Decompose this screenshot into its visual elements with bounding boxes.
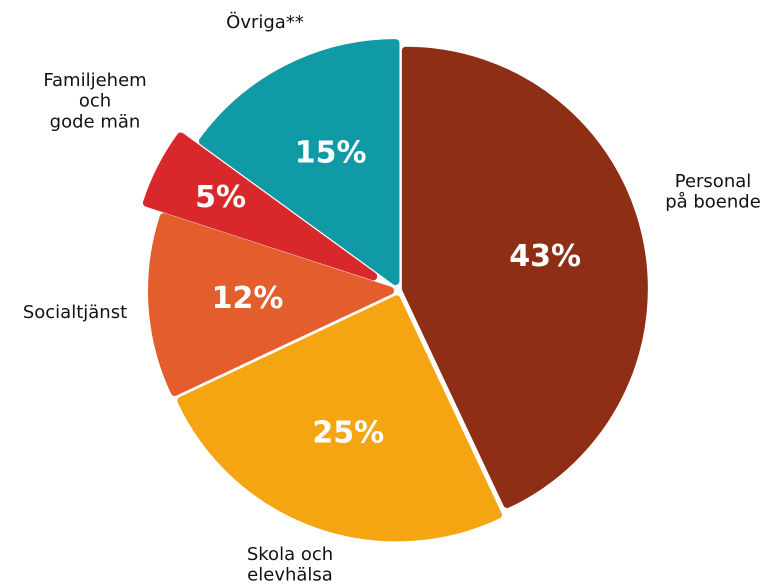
slice-value-label: 15% xyxy=(295,135,367,170)
pie-slice xyxy=(177,295,502,542)
pie-slice xyxy=(142,132,378,281)
pie-slice xyxy=(148,213,395,396)
slice-category-label: Skola och elevhälsa xyxy=(247,544,333,586)
slice-category-label: Personal på boende xyxy=(665,171,761,213)
pie-slice xyxy=(198,39,400,286)
slice-value-label: 43% xyxy=(509,239,581,274)
slice-value-label: 12% xyxy=(212,281,284,316)
slice-value-label: 5% xyxy=(195,180,246,215)
slice-category-label: Socialtjänst xyxy=(23,302,127,323)
slice-category-label: Familjehem och gode män xyxy=(43,70,146,132)
slice-value-label: 25% xyxy=(312,415,384,450)
pie-slice xyxy=(401,46,648,509)
slice-category-label: Övriga** xyxy=(226,11,304,33)
